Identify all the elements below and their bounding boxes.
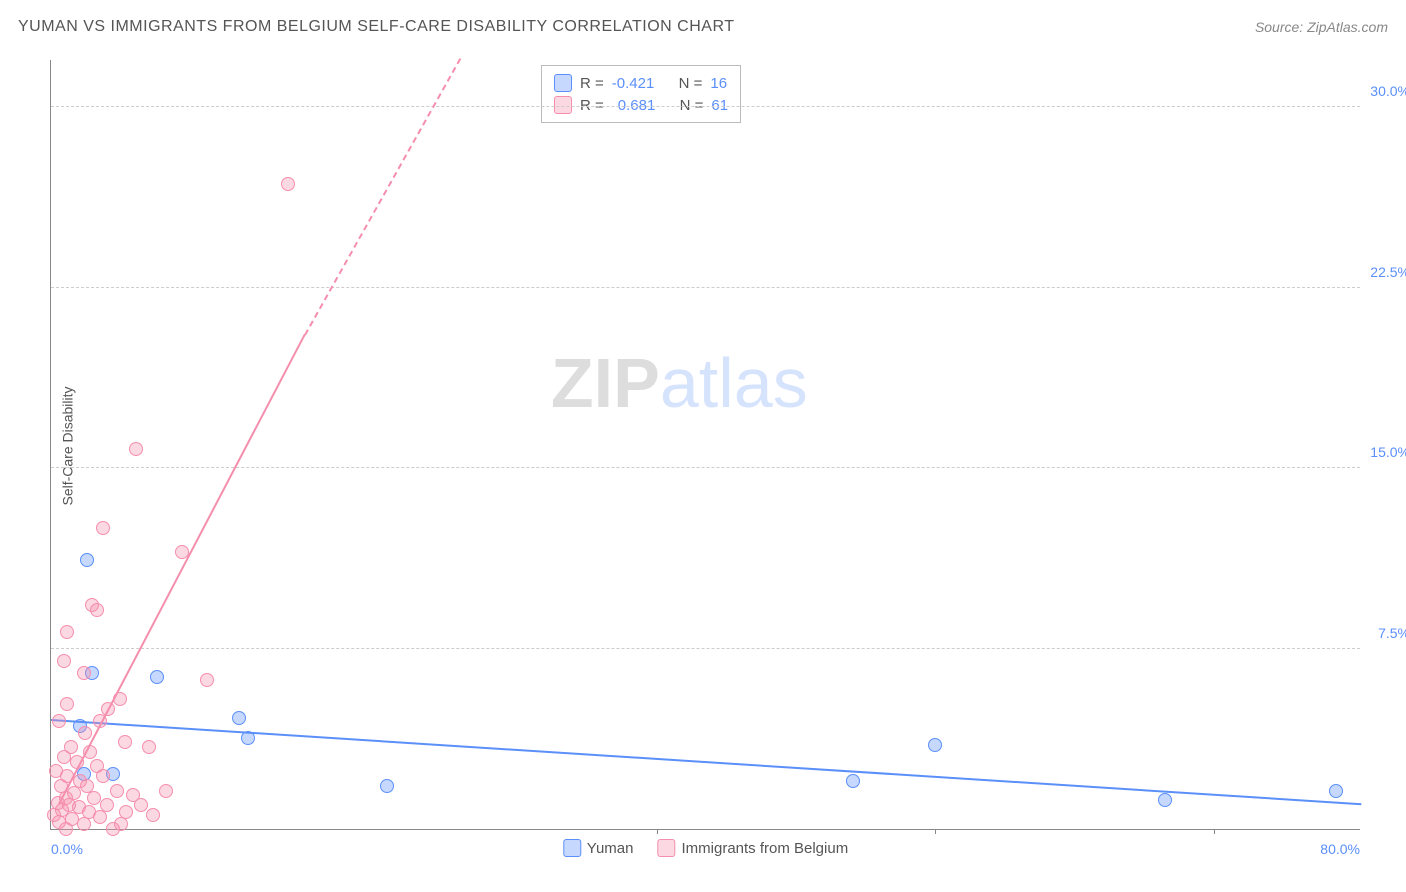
stats-row: R = 0.681 N = 61 — [554, 94, 728, 116]
y-tick-label: 7.5% — [1365, 625, 1406, 641]
swatch-icon — [563, 839, 581, 857]
data-point — [150, 670, 164, 684]
legend-item: Immigrants from Belgium — [657, 839, 848, 857]
data-point — [93, 810, 107, 824]
data-point — [129, 442, 143, 456]
data-point — [1158, 793, 1172, 807]
regression-line — [51, 719, 1361, 805]
gridline — [51, 106, 1360, 107]
chart-source: Source: ZipAtlas.com — [1255, 19, 1388, 35]
x-tick-mark — [657, 829, 658, 834]
chart-title: YUMAN VS IMMIGRANTS FROM BELGIUM SELF-CA… — [18, 18, 734, 36]
swatch-icon — [554, 74, 572, 92]
data-point — [159, 784, 173, 798]
legend-item: Yuman — [563, 839, 634, 857]
data-point — [928, 738, 942, 752]
data-point — [380, 779, 394, 793]
regression-line — [304, 58, 461, 336]
chart-header: YUMAN VS IMMIGRANTS FROM BELGIUM SELF-CA… — [18, 18, 1388, 36]
gridline — [51, 467, 1360, 468]
swatch-icon — [657, 839, 675, 857]
gridline — [51, 648, 1360, 649]
data-point — [110, 784, 124, 798]
data-point — [232, 711, 246, 725]
x-tick-mark — [935, 829, 936, 834]
data-point — [118, 735, 132, 749]
x-tick-label: 0.0% — [51, 841, 83, 857]
data-point — [80, 553, 94, 567]
data-point — [60, 625, 74, 639]
x-tick-mark — [1214, 829, 1215, 834]
correlation-stats-box: R = -0.421 N = 16 R = 0.681 N = 61 — [541, 65, 741, 123]
data-point — [60, 697, 74, 711]
data-point — [77, 666, 91, 680]
y-tick-label: 22.5% — [1365, 264, 1406, 280]
y-tick-label: 30.0% — [1365, 83, 1406, 99]
data-point — [200, 673, 214, 687]
data-point — [281, 177, 295, 191]
watermark: ZIPatlas — [551, 343, 808, 423]
data-point — [96, 769, 110, 783]
scatter-plot-area: ZIPatlas R = -0.421 N = 16 R = 0.681 N =… — [50, 60, 1360, 830]
data-point — [59, 822, 73, 836]
data-point — [87, 791, 101, 805]
data-point — [846, 774, 860, 788]
data-point — [146, 808, 160, 822]
data-point — [142, 740, 156, 754]
stats-row: R = -0.421 N = 16 — [554, 72, 728, 94]
data-point — [57, 750, 71, 764]
data-point — [114, 817, 128, 831]
data-point — [1329, 784, 1343, 798]
data-point — [90, 603, 104, 617]
gridline — [51, 287, 1360, 288]
data-point — [52, 714, 66, 728]
data-point — [96, 521, 110, 535]
series-legend: Yuman Immigrants from Belgium — [563, 839, 848, 857]
y-tick-label: 15.0% — [1365, 444, 1406, 460]
x-tick-label: 80.0% — [1320, 841, 1360, 857]
swatch-icon — [554, 96, 572, 114]
data-point — [57, 654, 71, 668]
data-point — [78, 726, 92, 740]
data-point — [77, 817, 91, 831]
data-point — [47, 808, 61, 822]
